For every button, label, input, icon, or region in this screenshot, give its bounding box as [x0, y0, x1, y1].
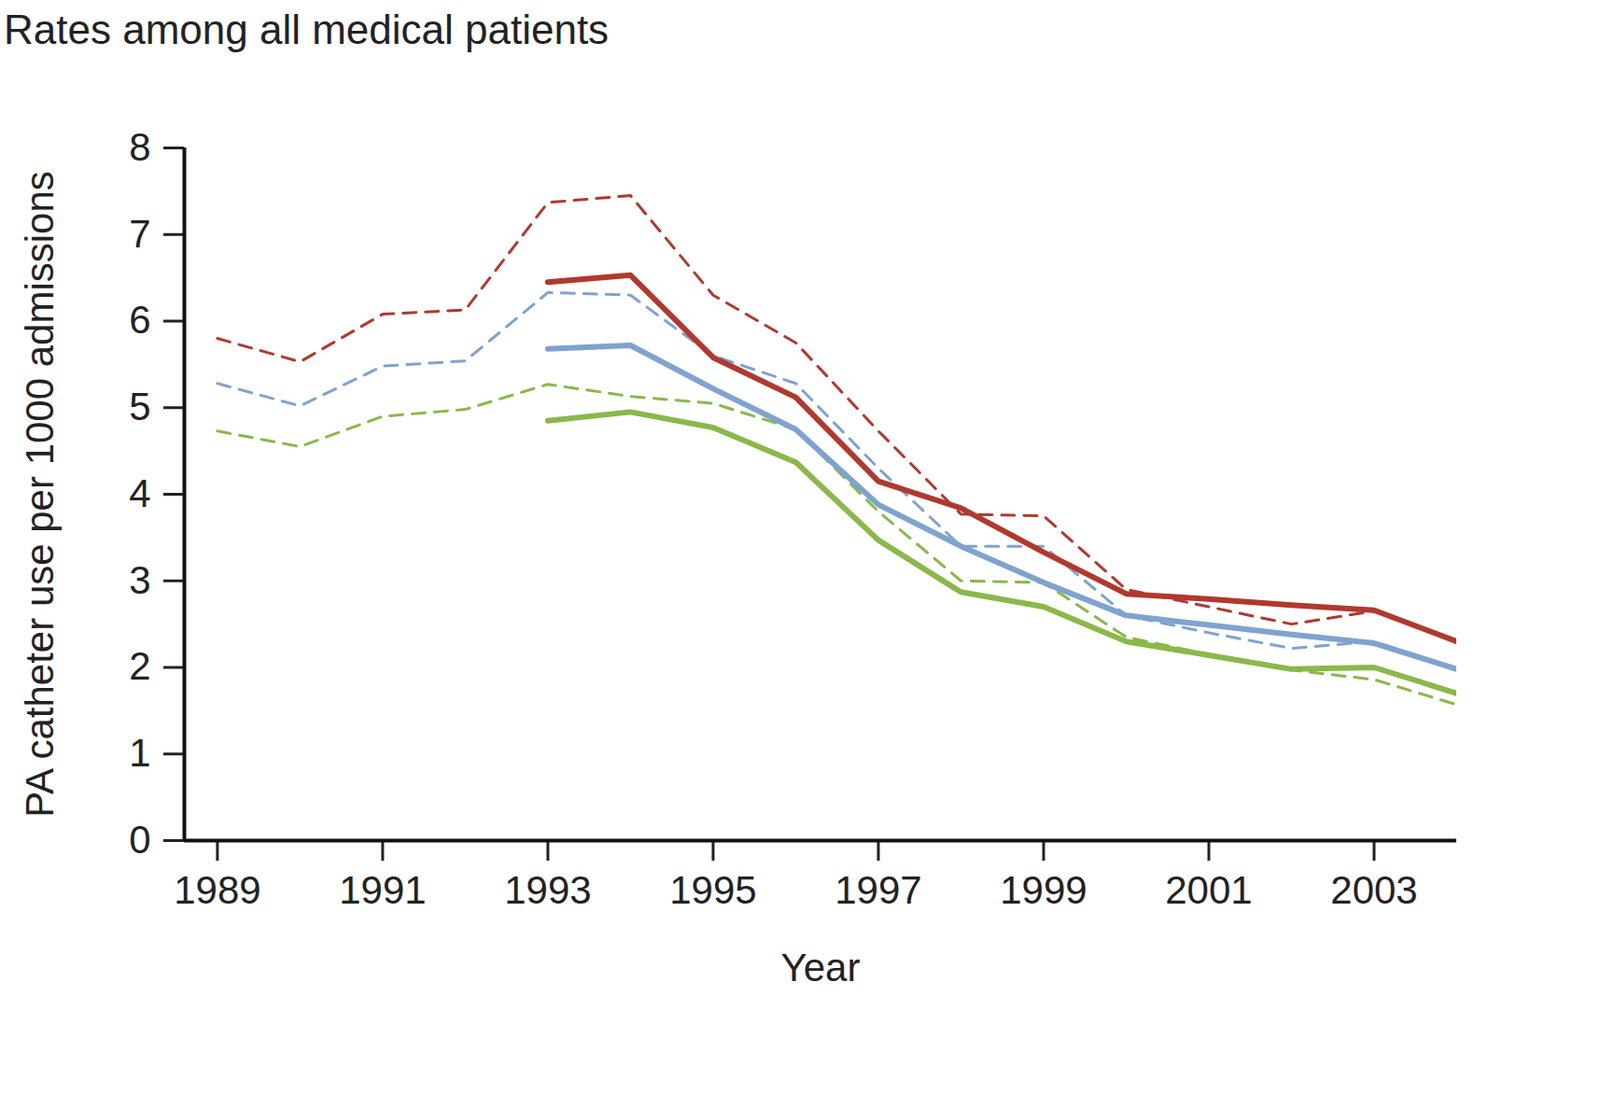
svg-text:8: 8: [128, 125, 151, 169]
svg-text:2001: 2001: [1164, 868, 1252, 913]
svg-text:1999: 1999: [999, 868, 1087, 913]
svg-text:0: 0: [128, 817, 151, 862]
svg-text:6: 6: [128, 297, 151, 342]
svg-text:1997: 1997: [834, 868, 922, 913]
svg-text:1989: 1989: [173, 868, 261, 913]
svg-text:1: 1: [128, 730, 151, 775]
svg-text:1995: 1995: [669, 868, 757, 913]
svg-text:Year: Year: [781, 945, 861, 990]
svg-text:5: 5: [128, 384, 151, 429]
svg-text:7: 7: [128, 211, 151, 256]
svg-text:2003: 2003: [1330, 868, 1418, 913]
svg-text:1991: 1991: [338, 868, 426, 913]
svg-text:4: 4: [128, 471, 151, 516]
svg-text:PA catheter use per 1000 admis: PA catheter use per 1000 admissions: [17, 170, 62, 818]
html-text:Rates among all medical patien: Rates among all medical patients: [3, 6, 609, 53]
svg-text:1993: 1993: [504, 868, 591, 913]
svg-text:3: 3: [128, 558, 151, 603]
svg-text:2: 2: [128, 644, 151, 688]
